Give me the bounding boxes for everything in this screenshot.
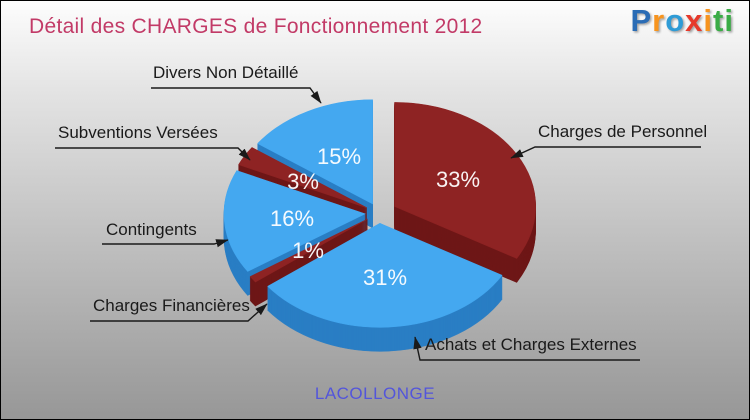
logo-letter: i	[724, 3, 734, 38]
percent-label: 3%	[287, 169, 319, 194]
callout-charges-de-personnel: Charges de Personnel	[538, 122, 708, 141]
proxiti-logo: Proxiti	[630, 3, 734, 39]
percent-label: 16%	[270, 206, 314, 231]
callout-achats-et-charges-externes: Achats et Charges Externes	[425, 335, 637, 354]
leader-line	[151, 87, 322, 104]
logo-letter: o	[665, 3, 686, 38]
callout-subventions-versees: Subventions Versées	[58, 123, 218, 142]
leader-line	[90, 303, 268, 322]
logo-letter: r	[652, 3, 666, 38]
pie-slice-top	[267, 222, 503, 328]
pie-slice-top	[257, 99, 373, 205]
logo-letter: P	[630, 3, 653, 38]
pie-slice-top	[223, 170, 366, 272]
pie-slice-top	[249, 218, 368, 283]
leader-line	[413, 336, 640, 361]
percent-label: 1%	[292, 238, 324, 263]
logo-letter: t	[713, 3, 725, 38]
leader-line	[55, 147, 251, 161]
leader-line	[102, 239, 229, 248]
logo-letter: i	[703, 3, 714, 38]
callout-contingents: Contingents	[106, 220, 197, 239]
callout-charges-financieres: Charges Financières	[93, 296, 250, 315]
percent-label: 33%	[436, 167, 480, 192]
commune-name: LACOLLONGE	[314, 384, 436, 403]
percent-label: 15%	[317, 144, 361, 169]
logo-letter: x	[685, 3, 704, 38]
callout-divers-non-detaille: Divers Non Détaillé	[153, 63, 299, 82]
chart-title: Détail des CHARGES de Fonctionnement 201…	[29, 15, 483, 38]
percent-label: 31%	[363, 265, 407, 290]
leader-line	[510, 146, 701, 159]
